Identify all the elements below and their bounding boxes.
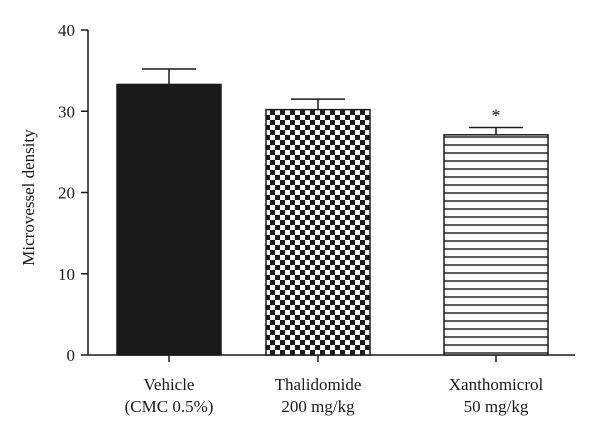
y-axis: 0 10 20 30 40 (58, 21, 89, 365)
x-tick-label: 200 mg/kg (281, 397, 355, 416)
bar (443, 134, 549, 356)
y-tick-label: 0 (67, 346, 76, 365)
y-tick-label: 10 (58, 265, 75, 284)
bar (116, 83, 222, 356)
x-tick-label: Xanthomicrol (449, 375, 544, 394)
y-tick-label: 40 (58, 21, 75, 40)
x-tick-label: 50 mg/kg (464, 397, 529, 416)
significance-marker: * (492, 106, 501, 126)
y-axis-title: Microvessel density (19, 129, 38, 266)
x-tick-label: Vehicle (144, 375, 195, 394)
y-tick-label: 30 (58, 102, 75, 121)
y-tick-label: 20 (58, 184, 75, 203)
x-axis: Vehicle (CMC 0.5%) Thalidomide 200 mg/kg Xan… (88, 354, 575, 416)
bar (265, 108, 371, 356)
x-tick-label: (CMC 0.5%) (125, 397, 214, 416)
x-tick-label: Thalidomide (275, 375, 362, 394)
bars: * (116, 68, 549, 356)
